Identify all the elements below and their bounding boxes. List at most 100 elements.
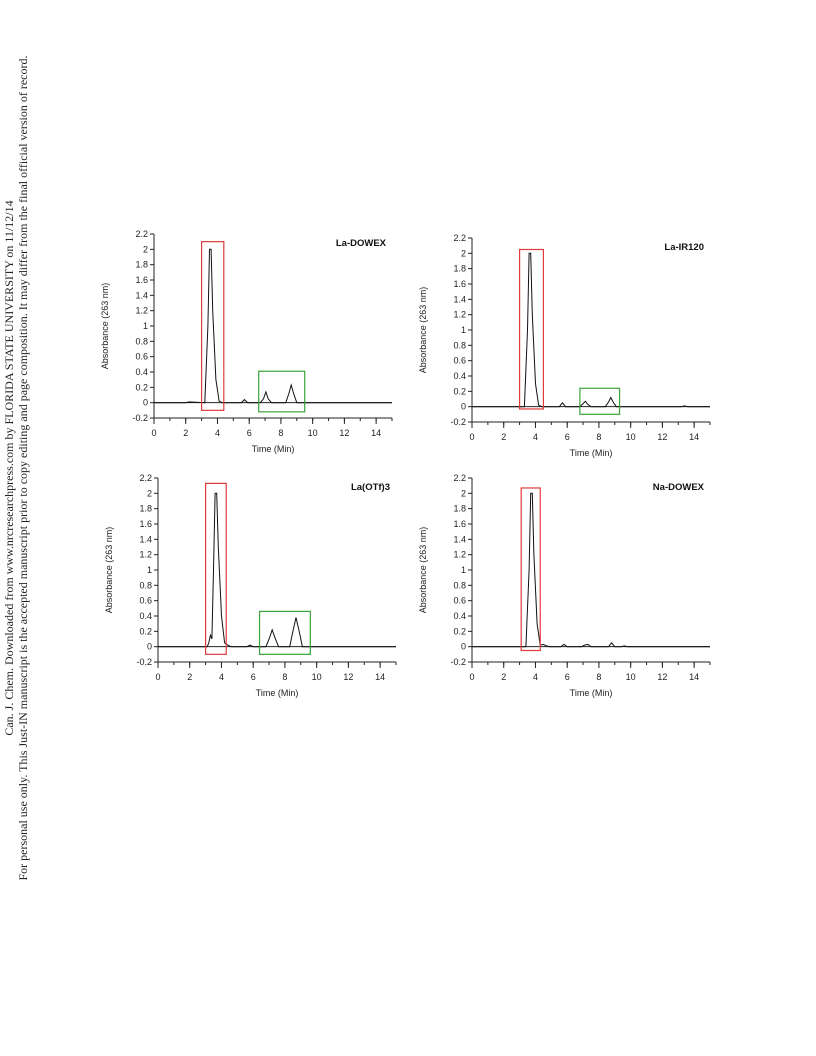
- y-tick-label: 0.6: [139, 596, 152, 606]
- side-note: Can. J. Chem. Downloaded from www.nrcres…: [2, 0, 52, 996]
- y-tick-label: 0.8: [139, 580, 152, 590]
- x-tick-label: 2: [501, 672, 506, 682]
- y-tick-label: 1.6: [453, 279, 466, 289]
- y-tick-label: 1.6: [453, 519, 466, 529]
- y-tick-label: 0: [143, 398, 148, 408]
- x-tick-label: 0: [155, 672, 160, 682]
- y-tick-label: 0.4: [139, 611, 152, 621]
- chromatogram-trace: [154, 248, 392, 404]
- y-tick-label: 0.6: [453, 356, 466, 366]
- y-tick-label: -0.2: [132, 413, 148, 423]
- y-tick-label: 1.6: [139, 519, 152, 529]
- chart-panel-la-ir120: -0.2 0 0.2 0.4 0.6 0.8 1 1.2 1.4 1.6 1.8 2 2.2 0 2 4 6 8 1…: [408, 226, 723, 466]
- x-tick-label: 6: [565, 672, 570, 682]
- y-tick-label: 2.2: [453, 473, 466, 483]
- x-tick-label: 0: [151, 428, 156, 438]
- minor-peaks-highlight: [258, 370, 306, 413]
- y-tick-label: 2.2: [453, 233, 466, 243]
- chart-panel-la-otf3: -0.2 0 0.2 0.4 0.6 0.8 1 1.2 1.4 1.6 1.8 2 2.2 0 2 4 6 8 1…: [94, 466, 409, 706]
- y-tick-label: 1.4: [139, 534, 152, 544]
- x-tick-label: 14: [689, 432, 699, 442]
- main-peak-highlight: [200, 241, 225, 411]
- x-tick-label: 10: [626, 672, 636, 682]
- x-tick-label: 6: [251, 672, 256, 682]
- y-tick-label: 1.8: [135, 260, 148, 270]
- chromatogram-figure: -0.2 0 0.2 0.4 0.6 0.8 1 1.2 1.4 1.6 1.8 2 2.2 0 2 4 6 8 1…: [90, 222, 730, 712]
- chromatogram-trace: [158, 492, 396, 648]
- side-note-line-1: Can. J. Chem. Downloaded from www.nrcres…: [2, 200, 16, 736]
- y-tick-label: 0: [461, 642, 466, 652]
- y-tick-label: 2: [143, 244, 148, 254]
- main-peak-highlight: [204, 482, 227, 655]
- y-tick-label: 0.2: [139, 626, 152, 636]
- panel-title: La-DOWEX: [336, 238, 387, 249]
- chart-svg: -0.200.20.40.60.811.21.41.61.822.20 2 4 6 8 1…: [418, 473, 711, 698]
- y-tick-label: 0.6: [135, 352, 148, 362]
- x-tick-label: 8: [596, 432, 601, 442]
- panel-title: La-IR120: [664, 242, 704, 253]
- y-tick-label: 0: [147, 642, 152, 652]
- y-tick-label: 1: [147, 565, 152, 575]
- x-tick-label: 14: [375, 672, 385, 682]
- y-tick-label: 0.8: [453, 580, 466, 590]
- chart-panel-la-dowex: -0.2 0 0.2 0.4 0.6 0.8 1 1.2 1.4 1.6 1.8 2 2.2 0 2 4 6 8 1…: [90, 222, 405, 462]
- x-tick-label: 10: [312, 672, 322, 682]
- x-tick-label: 4: [533, 432, 538, 442]
- main-peak-highlight: [520, 487, 541, 652]
- x-tick-label: 10: [626, 432, 636, 442]
- x-tick-label: 4: [215, 428, 220, 438]
- y-tick-label: 2.2: [135, 229, 148, 239]
- y-tick-label: 1.6: [135, 275, 148, 285]
- y-tick-label: 1.4: [453, 294, 466, 304]
- x-axis-label: Time (Min): [570, 448, 613, 458]
- y-tick-label: 1: [143, 321, 148, 331]
- y-tick-label: 0.4: [135, 367, 148, 377]
- y-tick-label: 1.8: [453, 264, 466, 274]
- y-tick-label: 0.4: [453, 371, 466, 381]
- panel-title: La(OTf)3: [351, 482, 390, 493]
- y-tick-label: 1.2: [453, 550, 466, 560]
- y-axis-label: Absorbance (263 nm): [104, 527, 114, 614]
- y-tick-label: 0.2: [453, 626, 466, 636]
- y-tick-label: 0.2: [453, 386, 466, 396]
- minor-peaks-highlight: [579, 387, 621, 415]
- y-tick-label: 1: [461, 565, 466, 575]
- x-tick-label: 8: [278, 428, 283, 438]
- y-tick-label: 0.8: [453, 340, 466, 350]
- y-axis-label: Absorbance (263 nm): [418, 527, 428, 614]
- chart-panel-na-dowex: -0.2 0 0.2 0.4 0.6 0.8 1 1.2 1.4 1.6 1.8 2 2.2 0 2 4 6 8 1…: [408, 466, 723, 706]
- y-tick-label: 0.6: [453, 596, 466, 606]
- y-tick-label: 1.2: [135, 306, 148, 316]
- chromatogram-trace: [472, 492, 710, 648]
- x-tick-label: 0: [469, 432, 474, 442]
- x-tick-label: 4: [533, 672, 538, 682]
- x-tick-label: 8: [282, 672, 287, 682]
- y-tick-label: 2: [461, 488, 466, 498]
- y-tick-label: 0.4: [453, 611, 466, 621]
- y-axis-label: Absorbance (263 nm): [418, 287, 428, 374]
- chart-svg: -0.200.20.40.60.811.21.41.61.822.20 2 4 6 8 1…: [418, 233, 711, 458]
- x-tick-label: 12: [339, 428, 349, 438]
- y-tick-label: 1.2: [453, 310, 466, 320]
- y-tick-label: -0.2: [136, 657, 152, 667]
- x-tick-label: 8: [596, 672, 601, 682]
- x-axis-label: Time (Min): [570, 688, 613, 698]
- y-tick-label: 0.8: [135, 336, 148, 346]
- x-tick-label: 2: [183, 428, 188, 438]
- x-tick-label: 4: [219, 672, 224, 682]
- y-tick-label: 1.4: [453, 534, 466, 544]
- x-tick-label: 14: [689, 672, 699, 682]
- chart-svg: -0.200.20.40.60.811.21.41.61.822.20 2 4 6 8 1…: [100, 229, 393, 454]
- y-tick-label: 2: [461, 248, 466, 258]
- x-tick-label: 12: [343, 672, 353, 682]
- x-tick-label: 0: [469, 672, 474, 682]
- main-peak-highlight: [518, 248, 544, 410]
- y-axis-label: Absorbance (263 nm): [100, 283, 110, 370]
- y-tick-label: 1.4: [135, 290, 148, 300]
- panel-title: Na-DOWEX: [653, 482, 705, 493]
- x-tick-label: 10: [308, 428, 318, 438]
- y-tick-label: 1.2: [139, 550, 152, 560]
- x-tick-label: 12: [657, 432, 667, 442]
- x-tick-label: 14: [371, 428, 381, 438]
- x-tick-label: 2: [501, 432, 506, 442]
